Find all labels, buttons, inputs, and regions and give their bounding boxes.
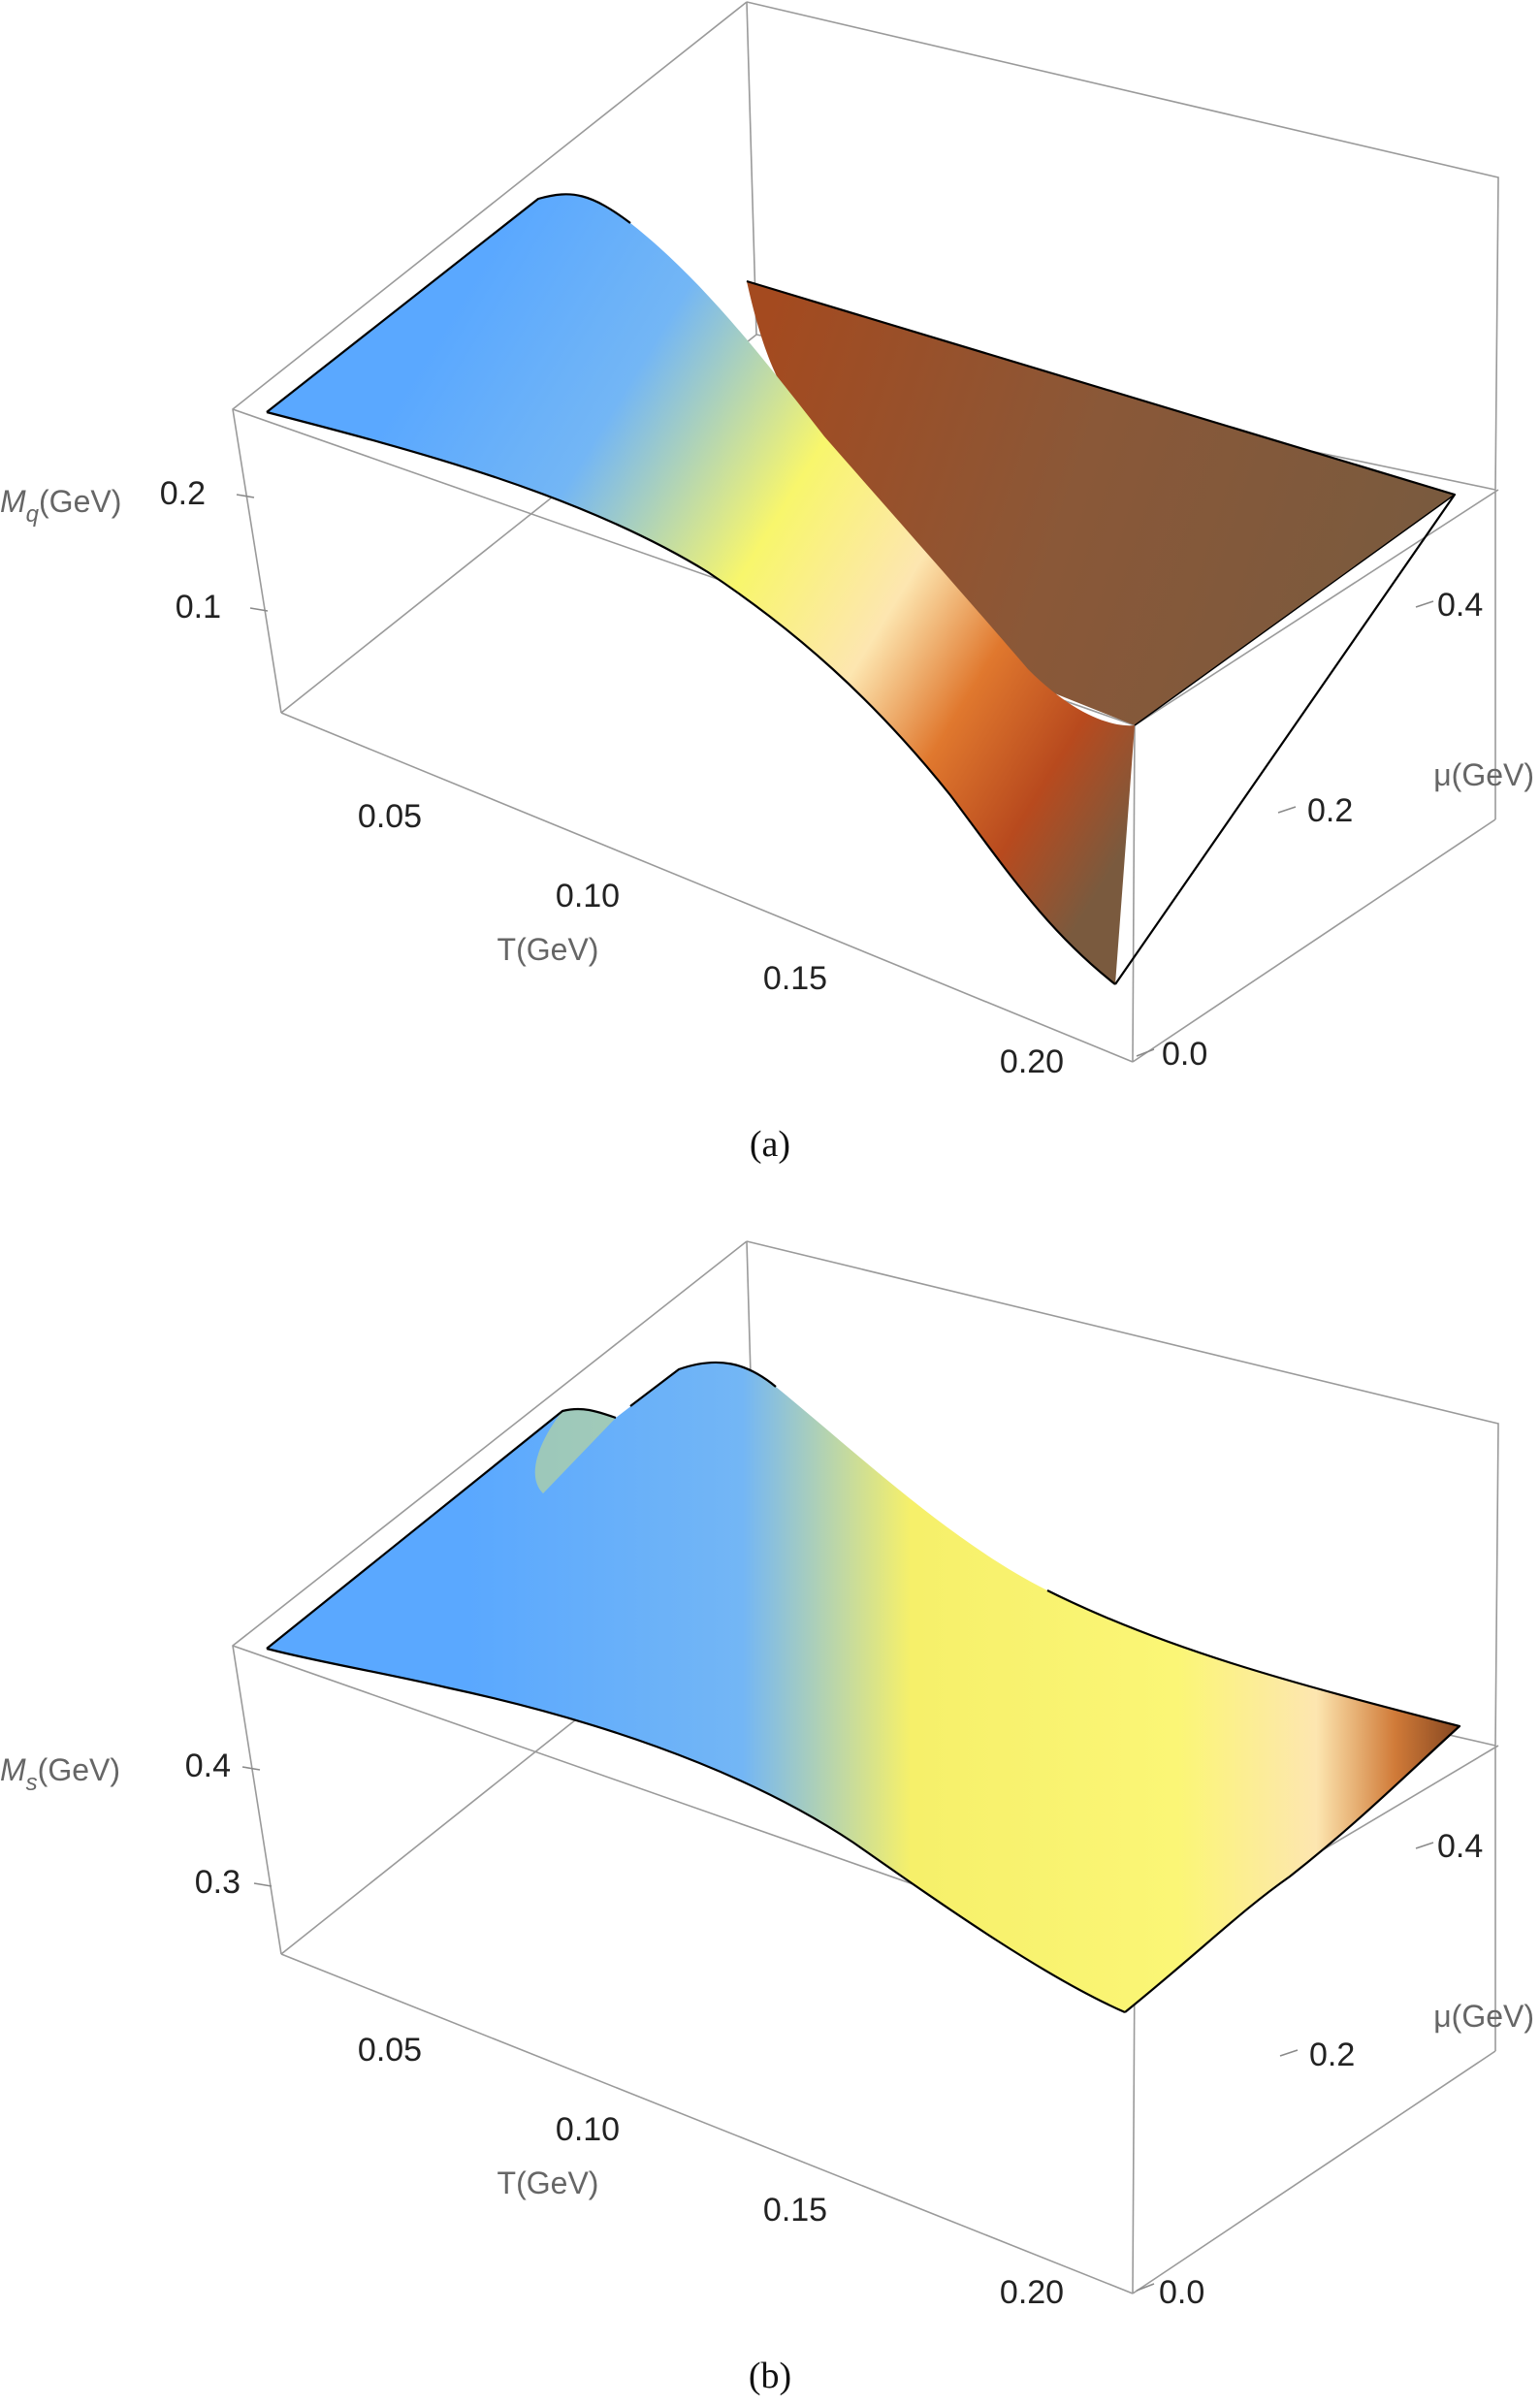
surface-fold-b (534, 1408, 616, 1493)
x-tick-label: 0.05 (358, 798, 422, 835)
panel-b: 0.4 0.3 Ms(GeV) 0.05 0.10 0.15 0.20 T(Ge… (0, 1240, 1534, 2396)
y-tick-label: 0.4 (1437, 1828, 1483, 1865)
z-tick-label: 0.3 (195, 1864, 241, 1901)
x-tick-label: 0.15 (763, 960, 827, 997)
z-tick-label: 0.2 (160, 475, 206, 512)
z-axis-b: 0.4 0.3 Ms(GeV) (0, 1748, 273, 1901)
z-axis-a: 0.2 0.1 Mq(GeV) (0, 475, 269, 626)
z-axis-title-a: Mq(GeV) (0, 484, 121, 528)
surface-a (267, 194, 1455, 984)
y-axis-b: 0.0 0.2 0.4 μ(GeV) (1136, 1828, 1534, 2311)
z-axis-title-b: Ms(GeV) (0, 1752, 120, 1796)
surface-edge-b (266, 1361, 1461, 2014)
x-axis-title-b: T(GeV) (497, 2165, 599, 2200)
x-axis-b: 0.05 0.10 0.15 0.20 T(GeV) (358, 2032, 1064, 2311)
panel-a: 0.2 0.1 Mq(GeV) 0.05 0.10 0.15 0.20 T(Ge… (0, 1, 1534, 1165)
surface-right-edge-a (1134, 494, 1456, 726)
y-tick-label: 0.0 (1159, 2274, 1204, 2311)
surface-back-a (747, 281, 1455, 725)
x-tick-label: 0.15 (763, 2192, 827, 2229)
x-axis-title-a: T(GeV) (497, 932, 599, 967)
z-tick-label: 0.4 (185, 1748, 231, 1784)
y-axis-a: 0.0 0.2 0.4 μ(GeV) (1136, 587, 1534, 1073)
y-axis-title-a: μ(GeV) (1433, 757, 1534, 792)
x-tick-label: 0.20 (1000, 2274, 1064, 2311)
y-tick-label: 0.2 (1309, 2037, 1355, 2073)
caption-a: (a) (750, 1124, 790, 1165)
y-tick-label: 0.2 (1307, 792, 1353, 829)
x-tick-label: 0.10 (556, 2111, 620, 2148)
x-tick-label: 0.10 (556, 878, 620, 914)
x-tick-label: 0.20 (1000, 1043, 1064, 1080)
surface-b (267, 1362, 1460, 2012)
x-tick-label: 0.05 (358, 2032, 422, 2069)
x-axis-a: 0.05 0.10 0.15 0.20 T(GeV) (358, 798, 1064, 1080)
y-tick-label: 0.0 (1162, 1036, 1207, 1073)
y-axis-title-b: μ(GeV) (1433, 1999, 1534, 2034)
caption-b: (b) (749, 2356, 791, 2396)
z-tick-label: 0.1 (176, 589, 221, 626)
y-tick-label: 0.4 (1437, 587, 1483, 624)
